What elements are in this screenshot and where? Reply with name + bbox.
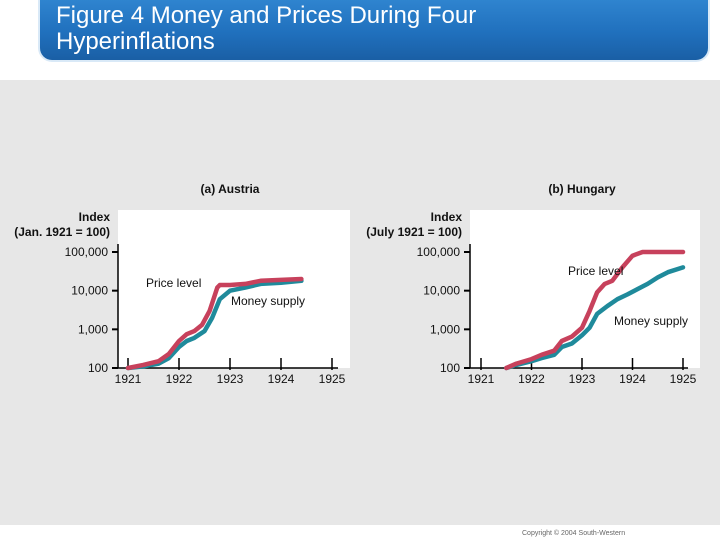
hungary-y-tick-label: 10,000 (423, 284, 460, 298)
austria-price-level-line (125, 276, 304, 371)
hungary-plot-background (470, 210, 700, 368)
hungary-x-tick-label: 1923 (569, 372, 596, 386)
austria-y-axis-label: (Jan. 1921 = 100) (14, 225, 110, 239)
slide-title: Figure 4 Money and Prices During Four Hy… (56, 2, 477, 55)
austria-y-axis-label: Index (79, 210, 111, 224)
hungary-price-level-line (504, 249, 686, 371)
copyright-text: Copyright © 2004 South-Western (522, 530, 626, 537)
austria-x-tick-label: 1922 (166, 372, 193, 386)
title-banner (38, 0, 710, 62)
hungary-money-supply-line (504, 265, 686, 371)
austria-panel-label: (a) Austria (201, 182, 260, 196)
hungary-x-tick-label: 1924 (619, 372, 646, 386)
hungary-y-axis-label: Index (431, 210, 463, 224)
hungary-x-tick-label: 1925 (670, 372, 697, 386)
austria-money-supply-annotation: Money supply (231, 294, 305, 308)
austria-money-supply-line (125, 278, 304, 371)
hungary-y-tick-label: 100 (440, 361, 460, 375)
austria-y-tick-label: 1,000 (78, 322, 108, 336)
hungary-y-tick-label: 100,000 (417, 245, 461, 259)
austria-y-tick-label: 10,000 (71, 284, 108, 298)
austria-y-tick-label: 100 (88, 361, 108, 375)
austria-x-tick-label: 1924 (268, 372, 295, 386)
hungary-money-supply-annotation: Money supply (614, 314, 688, 328)
hungary-x-tick-label: 1921 (468, 372, 495, 386)
austria-x-tick-label: 1923 (217, 372, 244, 386)
hungary-x-tick-label: 1922 (518, 372, 545, 386)
hungary-y-axis-label: (July 1921 = 100) (366, 225, 462, 239)
hungary-panel-label: (b) Hungary (548, 182, 616, 196)
hungary-y-tick-label: 1,000 (430, 322, 460, 336)
austria-y-tick-label: 100,000 (65, 245, 109, 259)
austria-x-tick-label: 1921 (115, 372, 142, 386)
austria-x-tick-label: 1925 (319, 372, 346, 386)
austria-price-level-annotation: Price level (146, 276, 201, 290)
hungary-price-level-annotation: Price level (568, 264, 623, 278)
